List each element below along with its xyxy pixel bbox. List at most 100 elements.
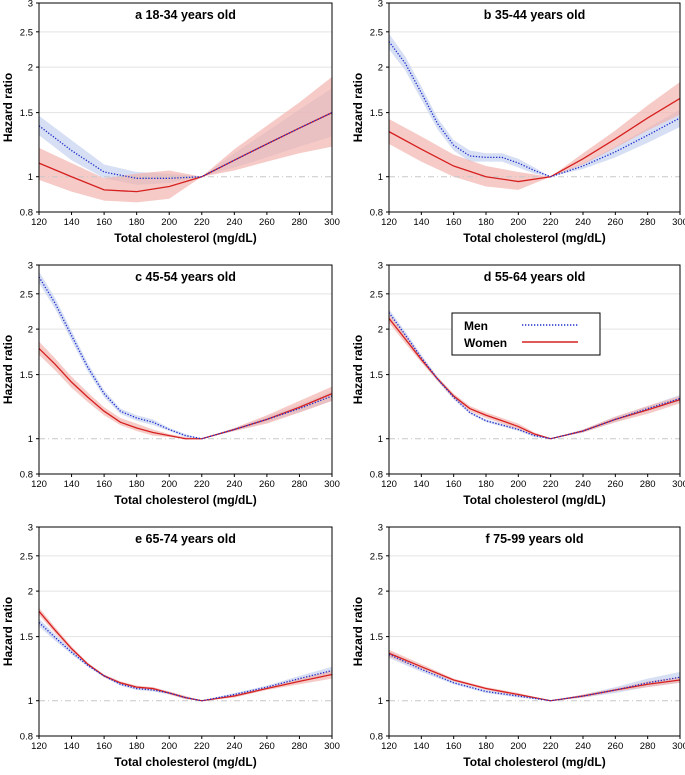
x-tick-label: 260 xyxy=(607,217,623,228)
x-tick-label: 300 xyxy=(672,479,685,490)
x-tick-label: 160 xyxy=(96,741,112,752)
y-tick-label: 2.5 xyxy=(20,27,33,38)
panel-d: 120 140 160 180 200 220 240 260 280 300 0.8 1 1.5 2 2.… xyxy=(351,261,685,508)
x-tick-label: 260 xyxy=(607,741,623,752)
x-tick-label: 280 xyxy=(292,217,308,228)
legend: Men Women xyxy=(451,312,601,356)
plot-frame xyxy=(388,2,681,213)
x-tick-label: 280 xyxy=(640,741,656,752)
y-tick-label: 1.5 xyxy=(370,370,383,381)
x-tick-label: 140 xyxy=(64,479,80,490)
x-tick-label: 140 xyxy=(64,741,80,752)
x-tick-label: 260 xyxy=(259,479,275,490)
x-tick-label: 200 xyxy=(510,479,526,490)
ci-band-women xyxy=(39,341,332,439)
x-tick-label: 280 xyxy=(640,217,656,228)
x-tick-label: 220 xyxy=(543,217,559,228)
y-tick-label: 2 xyxy=(378,587,383,598)
x-tick-label: 220 xyxy=(543,741,559,752)
x-tick-label: 200 xyxy=(510,217,526,228)
x-axis-label: Total cholesterol (mg/dL) xyxy=(114,493,256,507)
y-tick-label: 2.5 xyxy=(20,551,33,562)
series-line-men xyxy=(38,276,333,440)
x-tick-label: 160 xyxy=(96,217,112,228)
y-tick-label: 2.5 xyxy=(370,27,383,38)
series-line-women xyxy=(388,97,681,183)
y-tick-label: 1.5 xyxy=(20,108,33,119)
x-tick-label: 120 xyxy=(31,479,47,490)
y-tick-label: 0.8 xyxy=(370,208,383,219)
legend-label-women: Women xyxy=(464,336,507,350)
x-tick-label: 280 xyxy=(640,479,656,490)
y-tick-label: 2 xyxy=(378,325,383,336)
y-tick-label: 1 xyxy=(378,172,383,183)
series-line-men xyxy=(388,41,681,178)
series-line-men xyxy=(38,622,333,702)
x-tick-label: 260 xyxy=(259,217,275,228)
series-line-women xyxy=(38,610,333,702)
x-tick-label: 120 xyxy=(381,217,397,228)
panel-c: 120 140 160 180 200 220 240 260 280 300 0.8 1 1.5 2 2.… xyxy=(1,261,340,508)
x-tick-label: 220 xyxy=(543,479,559,490)
x-tick-label: 240 xyxy=(226,479,242,490)
x-tick-label: 200 xyxy=(161,741,177,752)
y-axis-label: Hazard ratio xyxy=(351,73,365,142)
panel-title: c 45-54 years old xyxy=(135,270,236,284)
x-tick-label: 200 xyxy=(161,479,177,490)
legend-box xyxy=(451,312,601,356)
y-tick-label: 0.8 xyxy=(20,732,33,743)
y-tick-label: 3 xyxy=(28,261,33,272)
y-tick-label: 2 xyxy=(28,587,33,598)
series-line-men xyxy=(388,312,681,440)
x-tick-label: 180 xyxy=(129,741,145,752)
x-tick-label: 120 xyxy=(31,741,47,752)
y-axis-label: Hazard ratio xyxy=(1,597,15,666)
x-tick-label: 140 xyxy=(413,479,429,490)
series-line-men xyxy=(388,653,681,702)
x-axis-label: Total cholesterol (mg/dL) xyxy=(114,231,256,245)
x-tick-label: 280 xyxy=(292,479,308,490)
x-tick-label: 120 xyxy=(381,741,397,752)
y-tick-label: 3 xyxy=(378,0,383,10)
y-tick-label: 2 xyxy=(28,325,33,336)
x-tick-label: 200 xyxy=(161,217,177,228)
x-tick-label: 120 xyxy=(31,217,47,228)
x-tick-label: 300 xyxy=(672,217,685,228)
x-tick-label: 260 xyxy=(259,741,275,752)
panel-title: b 35-44 years old xyxy=(484,8,585,22)
plot-frame xyxy=(388,264,681,475)
x-tick-label: 280 xyxy=(292,741,308,752)
y-tick-label: 1 xyxy=(28,434,33,445)
x-axis-label: Total cholesterol (mg/dL) xyxy=(463,493,605,507)
x-axis-label: Total cholesterol (mg/dL) xyxy=(463,231,605,245)
y-tick-label: 2.5 xyxy=(20,289,33,300)
y-tick-label: 1.5 xyxy=(20,370,33,381)
panel-title: f 75-99 years old xyxy=(486,532,584,546)
x-tick-label: 140 xyxy=(413,217,429,228)
y-tick-label: 1 xyxy=(378,696,383,707)
ci-band-women xyxy=(39,607,332,701)
ci-band-women xyxy=(389,82,680,190)
ci-band-women xyxy=(39,76,332,203)
x-tick-label: 180 xyxy=(129,479,145,490)
x-tick-label: 220 xyxy=(194,741,210,752)
x-tick-label: 180 xyxy=(478,217,494,228)
x-tick-label: 240 xyxy=(575,217,591,228)
plot-frame xyxy=(388,526,681,737)
y-tick-label: 3 xyxy=(28,0,33,10)
y-tick-label: 0.8 xyxy=(370,470,383,481)
y-tick-label: 1 xyxy=(378,434,383,445)
x-tick-label: 240 xyxy=(575,741,591,752)
panel-title: e 65-74 years old xyxy=(135,532,236,546)
ci-band-men xyxy=(389,309,680,439)
panel-a: 120 140 160 180 200 220 240 260 280 300 0.8 1 1.5 2 2.… xyxy=(1,0,340,245)
x-tick-label: 260 xyxy=(607,479,623,490)
x-tick-label: 180 xyxy=(478,741,494,752)
series-line-women xyxy=(388,652,681,702)
y-tick-label: 1 xyxy=(28,172,33,183)
y-tick-label: 1.5 xyxy=(370,108,383,119)
y-tick-label: 0.8 xyxy=(370,732,383,743)
y-tick-label: 2 xyxy=(378,63,383,74)
